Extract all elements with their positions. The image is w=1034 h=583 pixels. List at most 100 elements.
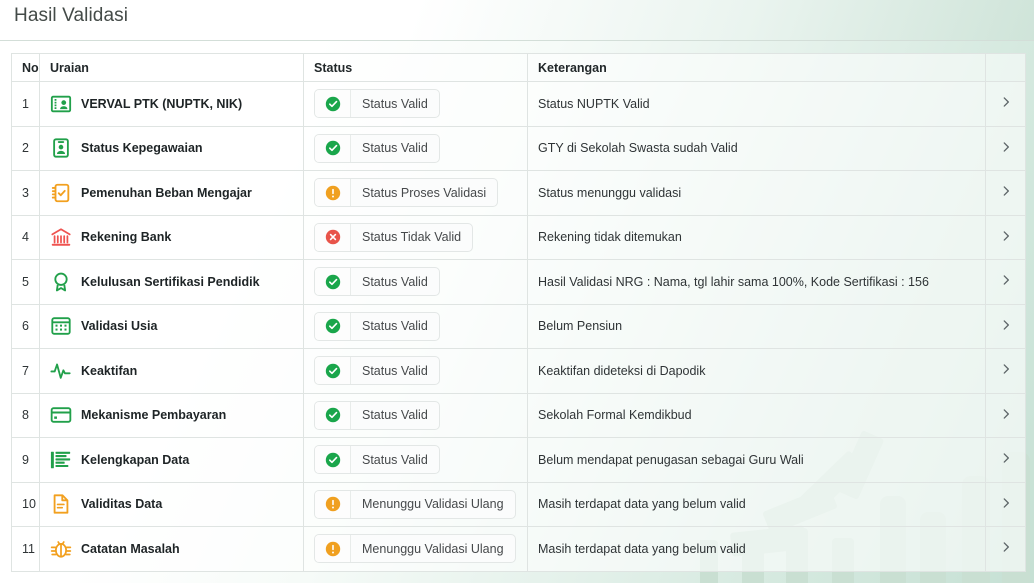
row-number: 10 [11, 481, 40, 527]
chevron-right-icon [999, 540, 1013, 554]
chevron-right-icon [999, 140, 1013, 154]
status-badge[interactable]: Status Valid [314, 89, 440, 119]
row-detail-button[interactable] [985, 303, 1026, 349]
status-label: Menunggu Validasi Ulang [362, 541, 504, 556]
row-detail-button[interactable] [985, 214, 1026, 260]
row-detail-button[interactable] [985, 125, 1026, 171]
row-detail-button[interactable] [985, 526, 1026, 572]
table-row[interactable]: 11 Catatan Masalah Menunggu Validasi Ula… [11, 526, 1026, 572]
uraian-cell: Keaktifan [39, 348, 304, 394]
keterangan-text: Belum mendapat penugasan sebagai Guru Wa… [538, 452, 804, 467]
uraian-cell: Status Kepegawaian [39, 125, 304, 171]
chevron-right-icon [999, 318, 1013, 332]
document-icon [50, 493, 72, 515]
status-badge[interactable]: Status Valid [314, 133, 440, 163]
table-row[interactable]: 7 Keaktifan Status Valid Keaktifan didet… [11, 348, 1026, 394]
status-badge[interactable]: Status Valid [314, 400, 440, 430]
chevron-right-icon [999, 362, 1013, 376]
uraian-cell: Pemenuhan Beban Mengajar [39, 170, 304, 216]
check-circle-icon [315, 90, 351, 118]
status-badge[interactable]: Status Tidak Valid [314, 222, 474, 252]
status-cell: Status Valid [303, 125, 528, 171]
status-cell: Status Valid [303, 81, 528, 127]
uraian-cell: Catatan Masalah [39, 526, 304, 572]
status-label: Status Valid [362, 274, 428, 289]
row-number: 3 [11, 170, 40, 216]
chevron-right-icon [999, 407, 1013, 421]
check-circle-icon [315, 357, 351, 385]
status-cell: Status Tidak Valid [303, 214, 528, 260]
exclamation-circle-icon [315, 490, 351, 518]
uraian-label: Kelengkapan Data [81, 452, 190, 467]
row-number: 7 [11, 348, 40, 394]
check-circle-icon [315, 312, 351, 340]
column-header-action [985, 53, 1026, 82]
keterangan-text: Status menunggu validasi [538, 185, 682, 200]
column-header-keterangan: Keterangan [527, 53, 986, 82]
validation-table-container: No Uraian Status Keterangan 1 VERVAL PTK… [11, 53, 1026, 572]
keterangan-text: Keaktifan dideteksi di Dapodik [538, 363, 706, 378]
status-badge[interactable]: Status Proses Validasi [314, 178, 499, 208]
keterangan-cell: Belum mendapat penugasan sebagai Guru Wa… [527, 437, 986, 483]
row-number: 2 [11, 125, 40, 171]
uraian-label: Rekening Bank [81, 230, 172, 245]
column-header-uraian: Uraian [39, 53, 304, 82]
list-lines-icon [50, 449, 72, 471]
status-label: Status Valid [362, 96, 428, 111]
id-badge-icon [50, 137, 72, 159]
chevron-right-icon [999, 273, 1013, 287]
keterangan-cell: Hasil Validasi NRG : Nama, tgl lahir sam… [527, 259, 986, 305]
table-row[interactable]: 9 Kelengkapan Data Status Valid Belum me… [11, 437, 1026, 483]
row-detail-button[interactable] [985, 81, 1026, 127]
table-row[interactable]: 5 Kelulusan Sertifikasi Pendidik Status … [11, 259, 1026, 305]
table-header-row: No Uraian Status Keterangan [11, 53, 1026, 82]
status-label: Status Valid [362, 141, 428, 156]
page-header: Hasil Validasi [0, 0, 1034, 41]
chevron-right-icon [999, 496, 1013, 510]
chevron-right-icon [999, 95, 1013, 109]
status-badge[interactable]: Status Valid [314, 267, 440, 297]
keterangan-text: Rekening tidak ditemukan [538, 230, 682, 245]
pulse-icon [50, 360, 72, 382]
row-detail-button[interactable] [985, 170, 1026, 216]
table-row[interactable]: 2 Status Kepegawaian Status Valid GTY di… [11, 125, 1026, 171]
status-badge[interactable]: Menunggu Validasi Ulang [314, 534, 516, 564]
uraian-label: Catatan Masalah [81, 541, 180, 556]
table-row[interactable]: 3 Pemenuhan Beban Mengajar Status Proses… [11, 170, 1026, 216]
row-number: 8 [11, 392, 40, 438]
table-row[interactable]: 6 Validasi Usia Status Valid Belum Pensi… [11, 303, 1026, 349]
row-detail-button[interactable] [985, 481, 1026, 527]
status-cell: Status Valid [303, 348, 528, 394]
status-badge[interactable]: Status Valid [314, 356, 440, 386]
row-detail-button[interactable] [985, 348, 1026, 394]
row-detail-button[interactable] [985, 437, 1026, 483]
page-title: Hasil Validasi [14, 5, 129, 26]
table-row[interactable]: 10 Validitas Data Menunggu Validasi Ulan… [11, 481, 1026, 527]
status-label: Menunggu Validasi Ulang [362, 497, 504, 512]
status-badge[interactable]: Status Valid [314, 311, 440, 341]
column-header-no: No [11, 53, 40, 82]
status-cell: Status Valid [303, 303, 528, 349]
keterangan-text: Masih terdapat data yang belum valid [538, 541, 746, 556]
chevron-right-icon [999, 229, 1013, 243]
status-label: Status Proses Validasi [362, 185, 487, 200]
row-detail-button[interactable] [985, 392, 1026, 438]
uraian-cell: Validitas Data [39, 481, 304, 527]
uraian-cell: Validasi Usia [39, 303, 304, 349]
table-row[interactable]: 4 Rekening Bank Status Tidak Valid Reken… [11, 214, 1026, 260]
check-circle-icon [315, 134, 351, 162]
keterangan-cell: Status NUPTK Valid [527, 81, 986, 127]
uraian-label: Keaktifan [81, 363, 138, 378]
status-badge[interactable]: Menunggu Validasi Ulang [314, 489, 516, 519]
table-row[interactable]: 8 Mekanisme Pembayaran Status Valid Seko… [11, 392, 1026, 438]
row-number: 4 [11, 214, 40, 260]
row-number: 9 [11, 437, 40, 483]
bug-icon [50, 538, 72, 560]
table-row[interactable]: 1 VERVAL PTK (NUPTK, NIK) Status Valid S… [11, 81, 1026, 127]
status-cell: Menunggu Validasi Ulang [303, 481, 528, 527]
calendar-icon [50, 315, 72, 337]
status-badge[interactable]: Status Valid [314, 445, 440, 475]
keterangan-cell: Sekolah Formal Kemdikbud [527, 392, 986, 438]
row-detail-button[interactable] [985, 259, 1026, 305]
